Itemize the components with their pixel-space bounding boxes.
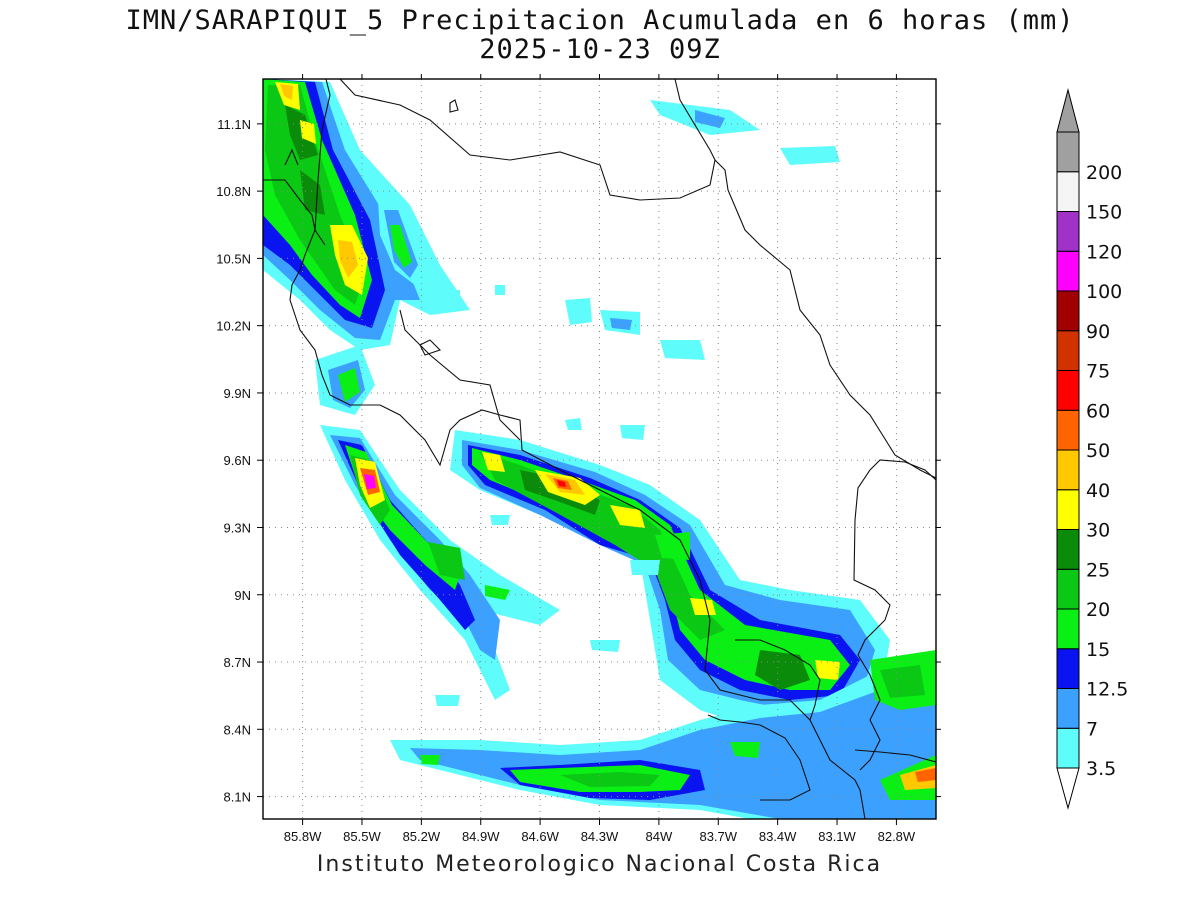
colorbar-swatch bbox=[1056, 529, 1080, 570]
colorbar-swatch bbox=[1056, 330, 1080, 371]
colorbar-label: 120 bbox=[1086, 241, 1122, 263]
y-tick-label: 8.7N bbox=[224, 655, 251, 670]
colorbar-swatch bbox=[1056, 290, 1080, 332]
precip-area-central bbox=[450, 430, 890, 730]
footer-credit: Instituto Meteorologico Nacional Costa R… bbox=[316, 852, 883, 877]
y-tick-label: 9.9N bbox=[224, 386, 251, 401]
x-tick-label: 85.5W bbox=[343, 829, 381, 844]
colorbar-label: 90 bbox=[1086, 321, 1110, 343]
precip-area-nicoya bbox=[315, 345, 375, 415]
colorbar-label: 75 bbox=[1086, 361, 1110, 383]
coastline-border-lines bbox=[263, 79, 936, 819]
map-axes: 85.8W 85.5W 85.2W 84.9W 84.6W 84.3W 84W 83.7W 83… bbox=[216, 74, 941, 844]
colorbar-label: 200 bbox=[1086, 162, 1122, 184]
colorbar-label: 20 bbox=[1086, 599, 1110, 621]
colorbar-label: 15 bbox=[1086, 639, 1110, 661]
x-tick-label: 84.9W bbox=[462, 829, 500, 844]
chart-title: IMN/SARAPIQUI_5 Precipitacion Acumulada … bbox=[125, 5, 1075, 36]
colorbar-swatch bbox=[1056, 211, 1080, 252]
colorbar-label: 100 bbox=[1086, 281, 1122, 303]
colorbar-swatch bbox=[1056, 648, 1080, 689]
y-tick-label: 9N bbox=[234, 588, 251, 603]
precip-area-south bbox=[390, 650, 936, 819]
x-tick-label: 84W bbox=[646, 829, 673, 844]
x-tick-label: 84.3W bbox=[581, 829, 619, 844]
chart-subtitle-datetime: 2025-10-23 09Z bbox=[479, 34, 721, 65]
x-tick-label: 82.8W bbox=[878, 829, 916, 844]
y-tick-label: 8.1N bbox=[224, 790, 251, 805]
colorbar-swatch bbox=[1056, 727, 1080, 769]
precipitation-field bbox=[263, 79, 936, 819]
colorbar-swatch bbox=[1056, 409, 1080, 451]
colorbar-label: 50 bbox=[1086, 440, 1110, 462]
colorbar-swatch bbox=[1056, 250, 1080, 292]
colorbar-label: 25 bbox=[1086, 559, 1110, 581]
precip-area-pacific-coast bbox=[320, 425, 560, 700]
colorbar-swatch bbox=[1056, 171, 1080, 212]
colorbar-swatch bbox=[1056, 131, 1080, 173]
colorbar-label: 30 bbox=[1086, 520, 1110, 542]
y-tick-label: 9.3N bbox=[224, 520, 251, 535]
colorbar-swatch bbox=[1056, 449, 1080, 491]
colorbar-label: 3.5 bbox=[1086, 758, 1116, 780]
y-tick-label: 11.1N bbox=[217, 117, 251, 132]
precip-area-scattered bbox=[435, 100, 840, 706]
map-grid bbox=[263, 79, 936, 819]
y-tick-label: 8.4N bbox=[224, 722, 251, 737]
x-tick-label: 83.1W bbox=[818, 829, 856, 844]
colorbar-label: 60 bbox=[1086, 400, 1110, 422]
colorbar-swatch bbox=[1056, 370, 1080, 411]
y-tick-label: 9.6N bbox=[224, 453, 251, 468]
colorbar-over-arrow bbox=[1056, 88, 1080, 133]
precip-area-northwest bbox=[263, 79, 470, 350]
x-tick-label: 85.8W bbox=[284, 829, 322, 844]
x-tick-label: 84.6W bbox=[521, 829, 559, 844]
colorbar-under-arrow bbox=[1056, 767, 1080, 810]
x-tick-label: 83.4W bbox=[759, 829, 797, 844]
x-tick-label: 83.7W bbox=[699, 829, 737, 844]
colorbar-label: 150 bbox=[1086, 202, 1122, 224]
x-tick-label: 85.2W bbox=[403, 829, 441, 844]
y-tick-label: 10.8N bbox=[216, 184, 251, 199]
colorbar-swatch bbox=[1056, 489, 1080, 530]
colorbar-label: 12.5 bbox=[1086, 679, 1128, 701]
colorbar-label: 40 bbox=[1086, 480, 1110, 502]
y-tick-label: 10.2N bbox=[216, 319, 251, 334]
colorbar-label: 7 bbox=[1086, 718, 1098, 740]
colorbar-swatch bbox=[1056, 568, 1080, 610]
colorbar-swatch bbox=[1056, 688, 1080, 729]
colorbar-legend: 3.5 7 12.5 15 20 25 30 40 50 60 75 90 100 120 150 200 bbox=[1056, 88, 1128, 810]
y-tick-label: 10.5N bbox=[216, 251, 251, 266]
colorbar-swatch bbox=[1056, 608, 1080, 650]
